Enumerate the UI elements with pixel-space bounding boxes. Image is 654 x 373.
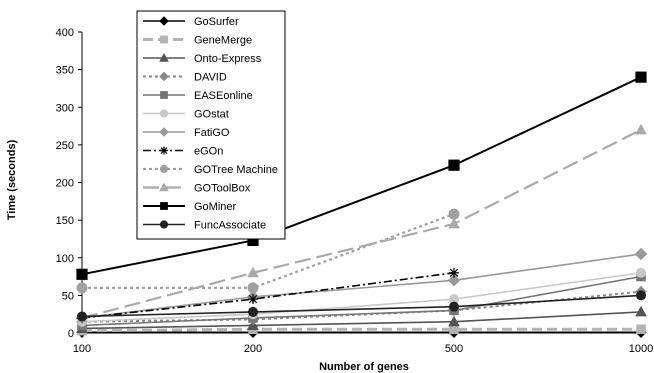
data-point [448,159,460,171]
legend-swatch-marker [159,127,169,137]
legend-label: GOTree Machine [194,164,278,176]
data-point [248,294,258,305]
series-fatigo [75,247,648,325]
data-point [448,217,460,229]
legend-item-funcassociate: FuncAssociate [143,220,266,232]
series-gotree-machine [76,208,460,294]
legend-label: EASEonline [194,90,253,102]
series-line [81,253,642,319]
legend-item-gominer: GoMiner [143,201,237,213]
data-point [449,301,459,312]
legend-label: FatiGO [194,127,230,139]
legend-label: Onto-Express [194,53,262,65]
legend-item-fatigo: FatiGO [143,127,230,139]
series-line [81,311,642,330]
series-line [81,76,642,276]
legend-swatch-marker [160,35,168,44]
data-point [448,315,460,327]
y-tick-label: 0 [68,328,74,340]
y-tick-label: 100 [56,253,74,265]
legend-swatch-marker [159,182,169,192]
y-tick-label: 200 [56,178,74,190]
legend-swatch-marker [160,146,168,155]
legend-swatch-marker [159,220,169,229]
data-point [247,266,259,278]
x-tick-label: 100 [73,343,91,355]
legend-item-egon: eGOn [143,146,223,158]
x-tick-label: 200 [244,343,262,355]
legend-label: eGOn [194,146,223,158]
series-onto-express [76,305,647,333]
data-point [634,247,648,261]
legend-swatch-marker [159,71,169,82]
legend-label: DAVID [194,72,227,84]
star-stroke [248,294,258,304]
x-tick-label: 1000 [629,343,653,355]
data-point [449,267,459,278]
legend-label: FuncAssociate [194,220,266,232]
legend-label: GoSurfer [194,16,239,28]
legend-item-gotree-machine: GOTree Machine [143,164,278,176]
x-axis-title: Number of genes [319,361,409,373]
data-point [76,268,88,280]
legend-swatch-marker [159,164,169,174]
legend-label: GoMiner [194,201,237,213]
legend-label: GOToolBox [194,183,251,195]
data-point [635,305,647,317]
legend-swatch-marker [159,109,169,118]
series-gominer [76,71,647,280]
star-stroke [160,147,168,154]
y-tick-label: 300 [56,102,74,114]
legend-item-gosurfer: GoSurfer [143,16,239,28]
data-point [447,274,461,287]
data-point [636,324,646,334]
legend-label: GeneMerge [194,35,252,47]
y-tick-label: 350 [56,65,74,77]
star-stroke [449,268,459,277]
series-line [81,275,642,327]
x-tick-label: 500 [445,343,463,355]
y-tick-label: 50 [62,290,74,302]
data-point [248,306,258,317]
legend-item-gotoolbox: GOToolBox [143,182,251,195]
y-axis-title: Time (seconds) [6,139,18,220]
series-line [81,294,642,318]
data-point [635,123,647,135]
legend-swatch-marker [159,52,169,62]
legend-item-genemerge: GeneMerge [143,35,252,47]
series-line [81,128,642,320]
legend-item-onto-express: Onto-Express [143,52,262,65]
y-tick-label: 150 [56,215,74,227]
legend-swatch-marker [160,202,168,210]
series-line [81,327,641,333]
legend-item-easeonline: EASEonline [143,90,253,102]
legend-swatch-marker [160,91,168,99]
legend-item-david: DAVID [143,72,227,84]
legend-box [136,10,286,240]
data-point [636,290,646,301]
data-point [449,324,459,334]
legend-swatch-marker [159,16,169,26]
data-point [448,208,460,220]
legend-item-gostat: GOstat [143,109,229,121]
data-point [77,311,87,322]
data-point [636,267,646,278]
y-tick-label: 400 [56,27,74,39]
data-point [635,71,647,83]
legend-label: GOstat [194,109,229,121]
y-tick-label: 250 [56,140,74,152]
series-line [81,272,642,323]
series-gostat [77,267,646,327]
data-point [247,282,259,294]
data-point [76,282,88,294]
series-funcassociate [77,290,646,322]
